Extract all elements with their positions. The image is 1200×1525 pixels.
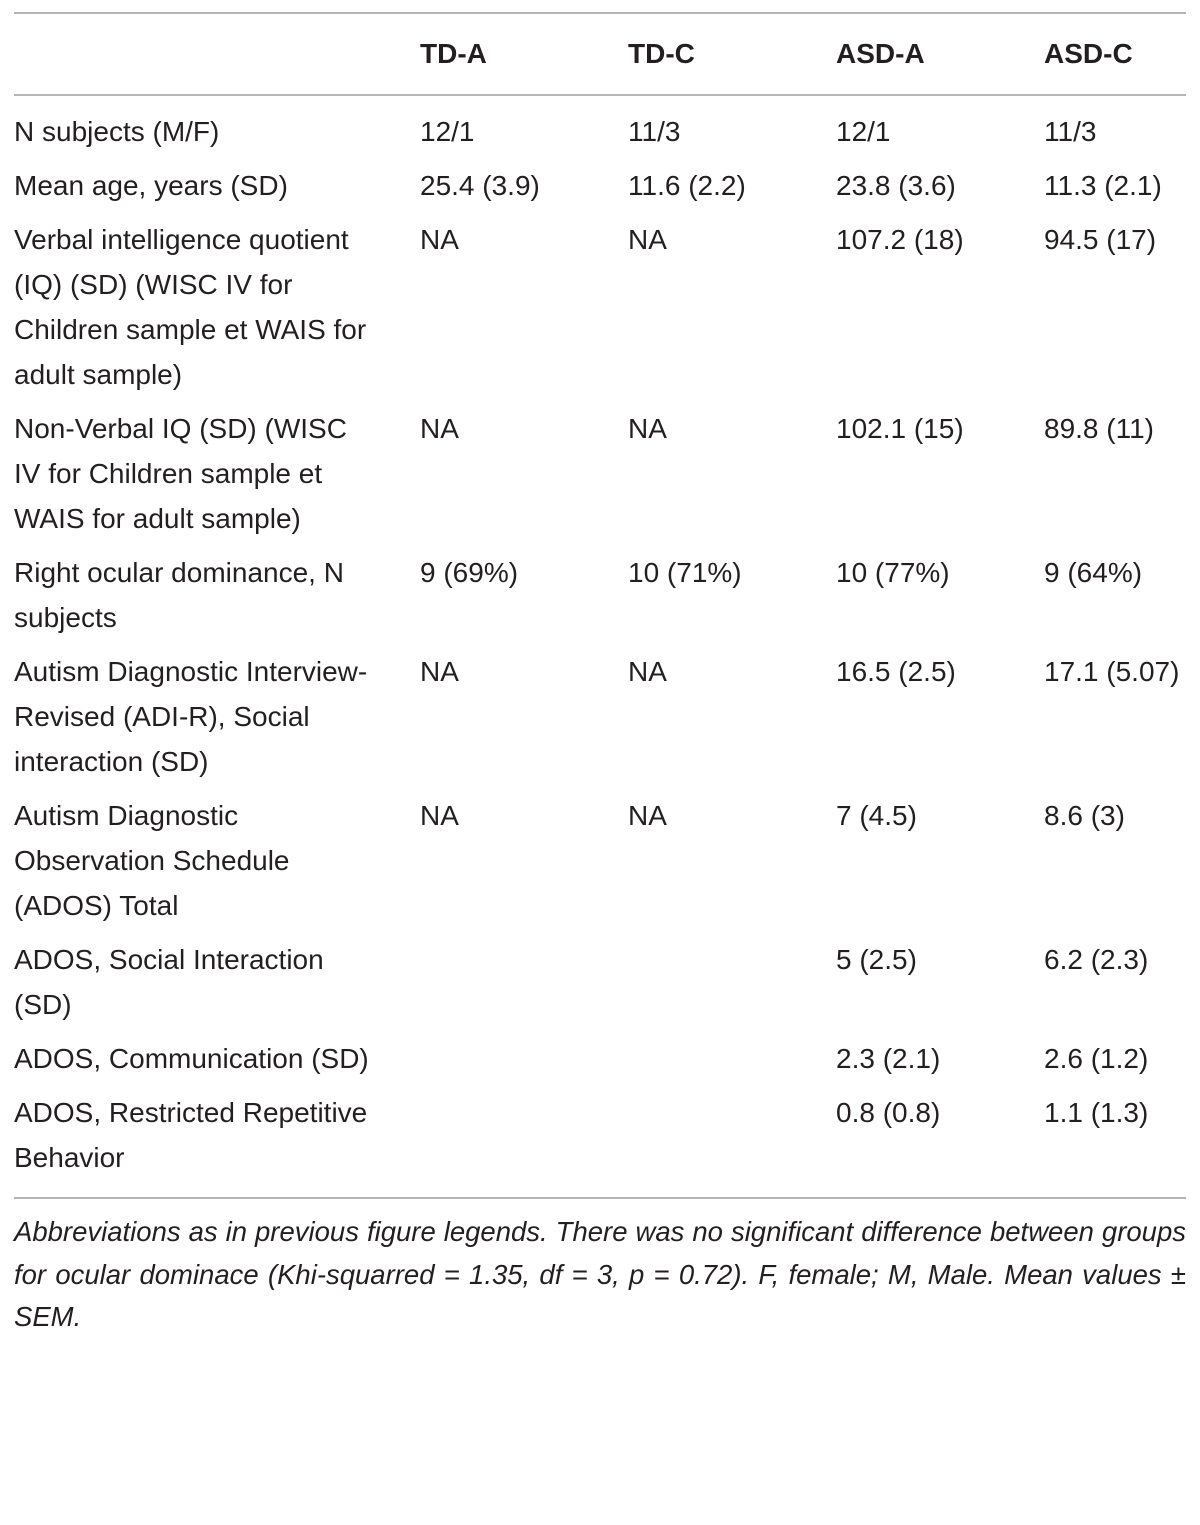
row-label: Verbal intelligence quotient (IQ) (SD) (…: [14, 224, 367, 390]
cell: 2.6 (1.2): [1044, 1043, 1149, 1074]
cell: 10 (71%): [628, 557, 742, 588]
column-header: ASD-A: [836, 38, 925, 69]
cell: 11.6 (2.2): [628, 170, 746, 201]
cell: 2.3 (2.1): [836, 1043, 941, 1074]
row-label: ADOS, Restricted Repetitive Behavior: [14, 1097, 368, 1173]
table-row: ADOS, Social Interaction (SD) 5 (2.5) 6.2 …: [14, 933, 1186, 1032]
cell: 11/3: [1044, 116, 1097, 147]
row-label: Right ocular dominance, N subjects: [14, 557, 344, 633]
table-row: Autism Diagnostic Observation Schedule (…: [14, 789, 1186, 933]
column-header: [14, 13, 420, 95]
table-body: N subjects (M/F) 12/1 11/3 12/1 11/3 Mean age…: [14, 95, 1186, 1198]
table-row: ADOS, Restricted Repetitive Behavior 0.8 …: [14, 1086, 1186, 1199]
cell: 89.8 (11): [1044, 413, 1154, 444]
table-row: N subjects (M/F) 12/1 11/3 12/1 11/3: [14, 95, 1186, 159]
table-row: Right ocular dominance, N subjects 9 (69%…: [14, 546, 1186, 645]
cell: [420, 933, 628, 1032]
footnote: Abbreviations as in previous figure lege…: [14, 1216, 1186, 1332]
header-row: TD-A TD-C ASD-A ASD-C: [14, 13, 1186, 95]
cell: 16.5 (2.5): [836, 656, 956, 687]
row-label: Non-Verbal IQ (SD) (WISC IV for Children…: [14, 413, 347, 534]
row-label: Mean age, years (SD): [14, 170, 288, 201]
cell: NA: [420, 656, 459, 687]
cell: NA: [420, 224, 459, 255]
row-label: Autism Diagnostic Observation Schedule (…: [14, 800, 290, 921]
cell: NA: [420, 413, 459, 444]
cell: 10 (77%): [836, 557, 950, 588]
table-row: Mean age, years (SD) 25.4 (3.9) 11.6 (2.2)…: [14, 159, 1186, 213]
row-label: ADOS, Communication (SD): [14, 1043, 369, 1074]
cell: 12/1: [420, 116, 475, 147]
cell: [628, 933, 836, 1032]
cell: 23.8 (3.6): [836, 170, 956, 201]
cell: 6.2 (2.3): [1044, 944, 1149, 975]
table-row: Autism Diagnostic Interview-Revised (ADI…: [14, 645, 1186, 789]
cell: [628, 1032, 836, 1086]
table-header: TD-A TD-C ASD-A ASD-C: [14, 13, 1186, 95]
cell: 11/3: [628, 116, 681, 147]
column-header: TD-A: [420, 38, 487, 69]
cell: 8.6 (3): [1044, 800, 1125, 831]
cell: [420, 1032, 628, 1086]
row-label: Autism Diagnostic Interview-Revised (ADI…: [14, 656, 368, 777]
cell: NA: [628, 413, 667, 444]
cell: NA: [420, 800, 459, 831]
cell: 11.3 (2.1): [1044, 170, 1162, 201]
cell: 17.1 (5.07): [1044, 656, 1180, 687]
table-row: Non-Verbal IQ (SD) (WISC IV for Children…: [14, 402, 1186, 546]
cell: 107.2 (18): [836, 224, 964, 255]
cell: 5 (2.5): [836, 944, 917, 975]
cell: 1.1 (1.3): [1044, 1097, 1149, 1128]
column-header: ASD-C: [1044, 38, 1133, 69]
column-header: TD-C: [628, 38, 695, 69]
cell: NA: [628, 656, 667, 687]
table-row: Verbal intelligence quotient (IQ) (SD) (…: [14, 213, 1186, 402]
cell: 0.8 (0.8): [836, 1097, 941, 1128]
cell: [420, 1086, 628, 1199]
cell: NA: [628, 800, 667, 831]
cell: 9 (64%): [1044, 557, 1143, 588]
cell: 94.5 (17): [1044, 224, 1157, 255]
table-container: TD-A TD-C ASD-A ASD-C N subjects (M/F) 12/1 1…: [14, 12, 1186, 1339]
table-row: ADOS, Communication (SD) 2.3 (2.1) 2.6 (1.…: [14, 1032, 1186, 1086]
row-label: N subjects (M/F): [14, 116, 220, 147]
data-table: TD-A TD-C ASD-A ASD-C N subjects (M/F) 12/1 1…: [14, 12, 1186, 1199]
cell: 12/1: [836, 116, 891, 147]
row-label: ADOS, Social Interaction (SD): [14, 944, 324, 1020]
cell: NA: [628, 224, 667, 255]
cell: 7 (4.5): [836, 800, 917, 831]
cell: 102.1 (15): [836, 413, 964, 444]
cell: [628, 1086, 836, 1199]
cell: 25.4 (3.9): [420, 170, 540, 201]
cell: 9 (69%): [420, 557, 519, 588]
